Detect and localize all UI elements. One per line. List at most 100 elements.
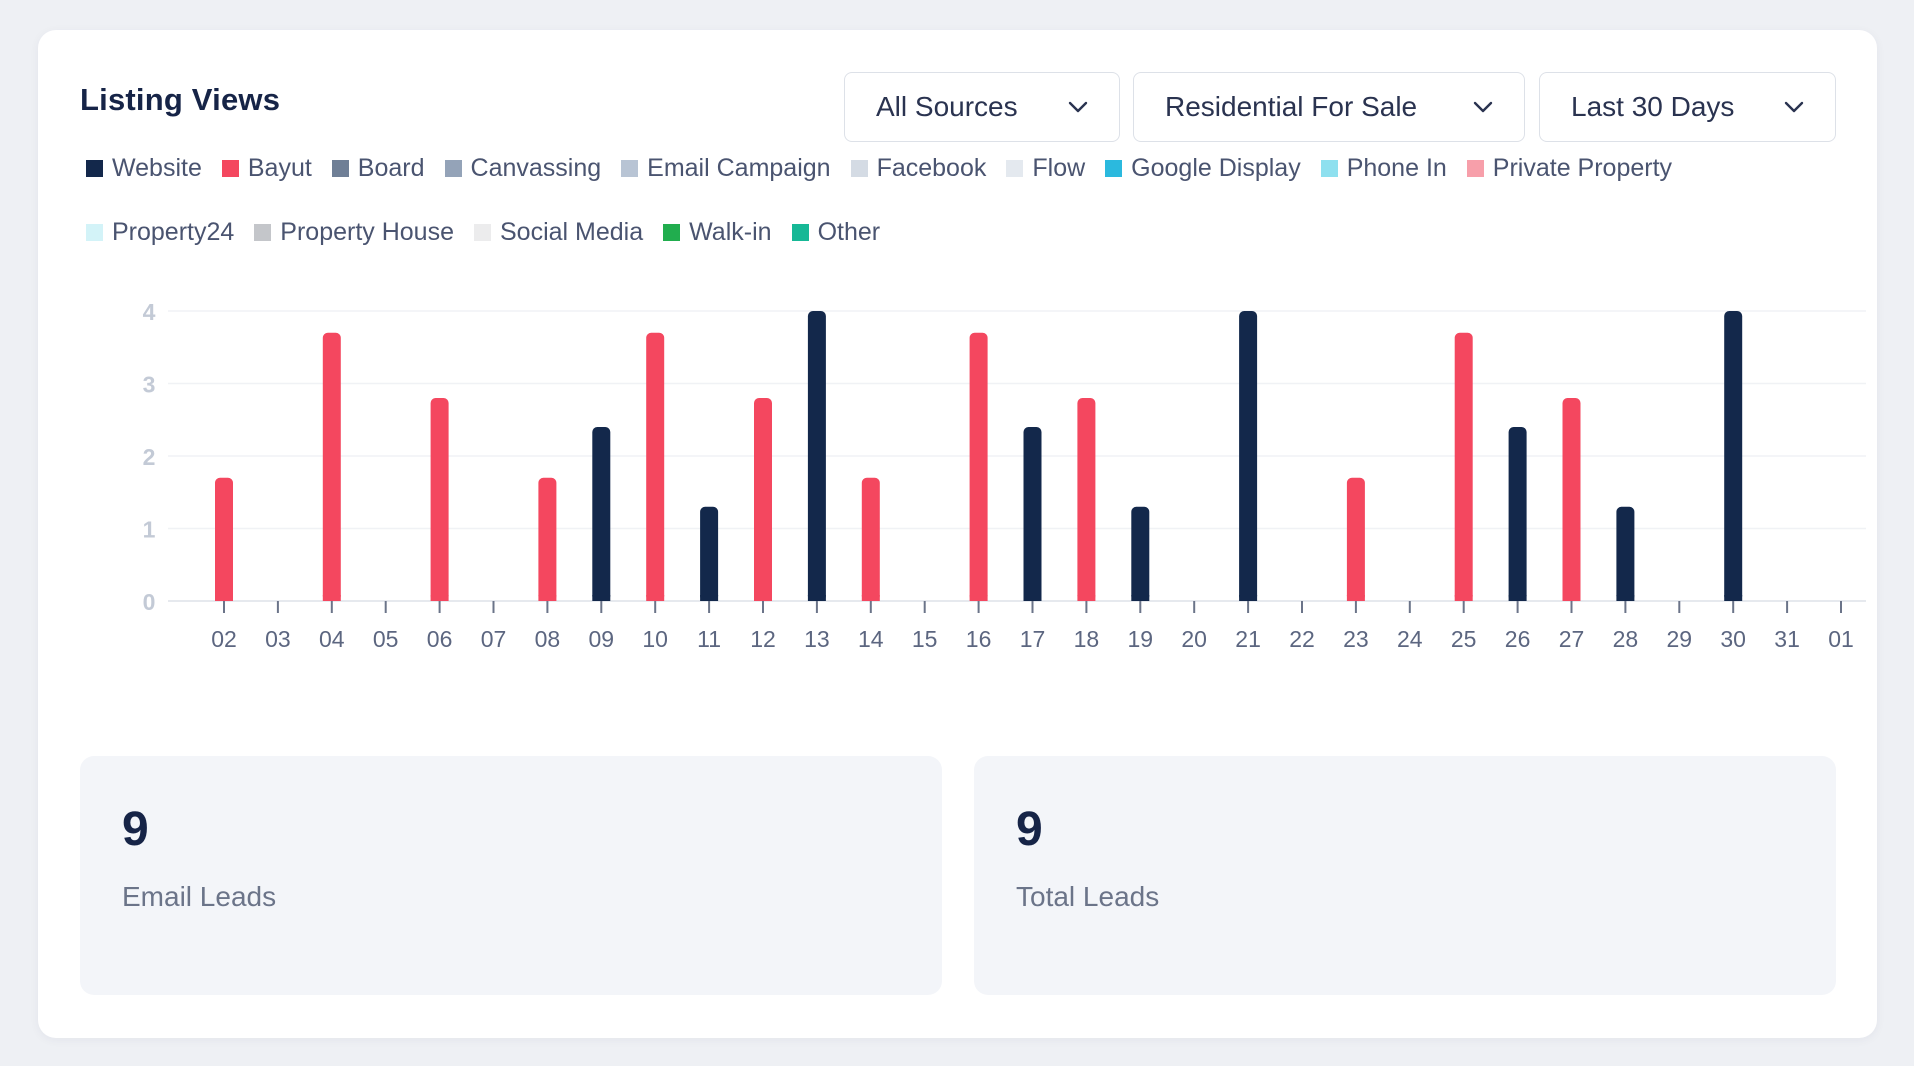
- legend-item-walk-in[interactable]: Walk-in: [663, 218, 772, 247]
- total-leads-label: Total Leads: [1016, 881, 1160, 912]
- bar-bayut-10: [646, 332, 665, 601]
- legend-swatch: [663, 223, 681, 241]
- x-tick-label: 09: [589, 626, 615, 652]
- x-tick-label: 07: [481, 626, 507, 652]
- bar-bayut-18: [1077, 398, 1096, 601]
- email-leads-value: 9: [122, 803, 149, 856]
- legend-swatch: [1105, 159, 1123, 177]
- legend-swatch: [474, 223, 491, 241]
- legend-item-google-display[interactable]: Google Display: [1105, 154, 1301, 183]
- legend-label: Property House: [280, 217, 454, 246]
- x-tick-label: 17: [1020, 626, 1046, 652]
- bar-base: [322, 595, 341, 601]
- bar-base: [1239, 595, 1258, 601]
- legend-item-private-property[interactable]: Private Property: [1466, 154, 1672, 183]
- legend-label: Bayut: [247, 153, 312, 182]
- legend-swatch: [850, 159, 868, 177]
- x-tick-label: 24: [1397, 626, 1423, 652]
- x-tick-label: 26: [1505, 626, 1531, 652]
- bar-website-28: [1616, 506, 1635, 601]
- bar-base: [1454, 595, 1473, 601]
- bar-bayut-04: [322, 332, 341, 601]
- x-tick-label: 19: [1128, 626, 1154, 652]
- legend-item-phone-in[interactable]: Phone In: [1320, 154, 1447, 183]
- chevron-down-icon: [1473, 101, 1493, 113]
- legend-item-social-media[interactable]: Social Media: [474, 218, 643, 247]
- legend-item-facebook[interactable]: Facebook: [850, 154, 986, 183]
- legend-item-board[interactable]: Board: [331, 153, 425, 183]
- x-tick-label: 23: [1343, 626, 1369, 652]
- date-range-dropdown-value: Last 30 Days: [1571, 91, 1735, 122]
- bar-base: [430, 595, 449, 601]
- x-tick-label: 14: [858, 626, 884, 652]
- bar-base: [969, 595, 988, 601]
- x-tick-label: 21: [1235, 626, 1261, 652]
- legend-swatch: [86, 223, 103, 241]
- legend-label: Website: [112, 153, 202, 182]
- bar-bayut-06: [430, 398, 449, 601]
- legend-label: Google Display: [1131, 153, 1301, 182]
- bar-base: [861, 595, 880, 601]
- x-tick-label: 15: [912, 626, 938, 652]
- email-leads-label: Email Leads: [122, 881, 277, 912]
- date-range-dropdown[interactable]: Last 30 Days: [1539, 72, 1836, 142]
- x-tick-label: 30: [1720, 626, 1746, 652]
- legend-item-email-campaign[interactable]: Email Campaign: [621, 153, 831, 183]
- legend-item-canvassing[interactable]: Canvassing: [444, 154, 601, 183]
- y-tick-label: 2: [143, 444, 156, 470]
- source-dropdown[interactable]: All Sources: [844, 72, 1120, 142]
- x-tick-label: 02: [211, 626, 237, 652]
- bar-base: [1508, 595, 1527, 601]
- bar-base: [1346, 595, 1365, 601]
- legend-label: Other: [817, 217, 881, 246]
- x-tick-label: 10: [642, 626, 668, 652]
- legend-item-website[interactable]: Website: [86, 154, 202, 183]
- legend-swatch: [791, 223, 809, 241]
- legend-swatch: [1006, 159, 1024, 177]
- legend-swatch: [1320, 159, 1338, 177]
- legend-item-flow[interactable]: Flow: [1006, 154, 1085, 183]
- legend-swatch: [221, 159, 239, 177]
- bar-base: [1023, 595, 1042, 601]
- bar-base: [646, 595, 665, 601]
- chevron-down-icon: [1784, 101, 1804, 113]
- bar-base: [215, 595, 233, 601]
- bar-base: [1131, 595, 1150, 601]
- legend-label: Email Campaign: [647, 153, 831, 182]
- bar-base: [1562, 595, 1581, 601]
- chevron-down-icon: [1068, 101, 1088, 113]
- bar-base: [700, 595, 719, 601]
- listing-views-card: Listing Views All Sources Residential Fo…: [38, 30, 1877, 1038]
- y-tick-label: 3: [143, 372, 156, 398]
- total-leads-card: 9 Total Leads: [974, 756, 1836, 995]
- legend-item-property-house[interactable]: Property House: [254, 218, 454, 247]
- legend-item-bayut[interactable]: Bayut: [221, 153, 312, 183]
- source-dropdown-value: All Sources: [876, 91, 1018, 122]
- x-tick-label: 03: [265, 626, 291, 652]
- bar-website-30: [1724, 311, 1743, 601]
- legend-item-property24[interactable]: Property24: [86, 218, 234, 247]
- x-tick-label: 20: [1181, 626, 1207, 652]
- x-tick-label: 11: [697, 626, 721, 652]
- top-strip: [0, 0, 1914, 30]
- bar-base: [1077, 595, 1096, 601]
- x-tick-label: 31: [1774, 626, 1800, 652]
- legend-item-other[interactable]: Other: [791, 217, 881, 247]
- bar-bayut-12: [754, 398, 772, 601]
- x-tick-label: 25: [1451, 626, 1477, 652]
- x-tick-label: 29: [1667, 626, 1693, 652]
- bar-bayut-08: [538, 477, 557, 601]
- listing-type-dropdown[interactable]: Residential For Sale: [1133, 72, 1525, 142]
- bar-base: [1724, 595, 1743, 601]
- x-tick-label: 22: [1289, 626, 1315, 652]
- chart-legend: Website Bayut Board Canvassing Email Campaig…: [86, 150, 1836, 278]
- bar-website-17: [1023, 427, 1042, 601]
- bar-website-21: [1239, 311, 1258, 601]
- legend-swatch: [86, 159, 103, 177]
- legend-label: Board: [357, 153, 425, 182]
- x-tick-label: 12: [750, 626, 776, 652]
- x-tick-label: 27: [1559, 626, 1585, 652]
- x-tick-label: 01: [1828, 626, 1854, 652]
- legend-label: Flow: [1032, 153, 1086, 182]
